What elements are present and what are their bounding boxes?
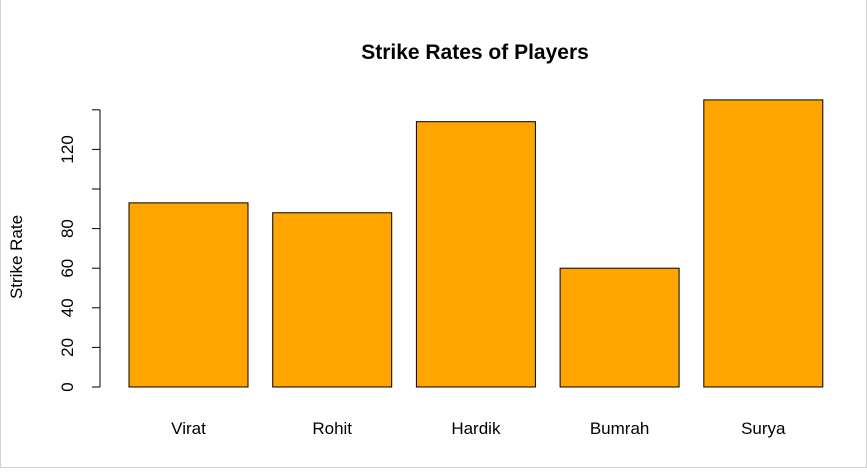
category-label: Bumrah [590,419,650,438]
y-tick-label: 40 [58,298,77,317]
y-axis-title: Strike Rate [7,215,26,299]
bar-hardik [415,121,536,388]
y-tick-label: 120 [58,135,77,163]
y-tick-label: 0 [58,382,77,391]
category-label: Hardik [451,419,501,438]
chart-title: Strike Rates of Players [361,41,589,64]
bar-surya [703,99,824,388]
bars-group [128,99,824,388]
y-axis: 0 20 40 60 80 120 [58,109,101,392]
bar-virat [128,202,249,388]
bar-rohit [272,212,393,388]
y-tick-label: 60 [58,259,77,278]
category-labels: Virat Rohit Hardik Bumrah Surya [171,419,786,438]
category-label: Virat [171,419,206,438]
bar-bumrah [559,267,680,388]
y-tick-label: 80 [58,219,77,238]
category-label: Surya [741,419,786,438]
category-label: Rohit [312,419,352,438]
y-tick-label: 20 [58,338,77,357]
